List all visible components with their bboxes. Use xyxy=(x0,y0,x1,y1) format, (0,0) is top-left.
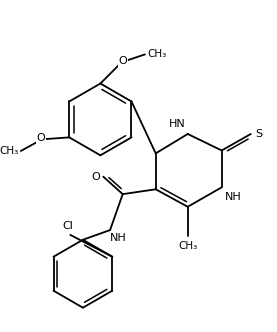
Text: Cl: Cl xyxy=(62,221,73,231)
Text: O: O xyxy=(91,172,100,182)
Text: O: O xyxy=(37,133,45,143)
Text: CH₃: CH₃ xyxy=(147,49,166,59)
Text: CH₃: CH₃ xyxy=(0,146,19,156)
Text: NH: NH xyxy=(225,192,241,202)
Text: S: S xyxy=(255,129,262,139)
Text: CH₃: CH₃ xyxy=(178,241,197,251)
Text: O: O xyxy=(118,56,127,66)
Text: NH: NH xyxy=(109,233,126,243)
Text: HN: HN xyxy=(169,119,186,129)
